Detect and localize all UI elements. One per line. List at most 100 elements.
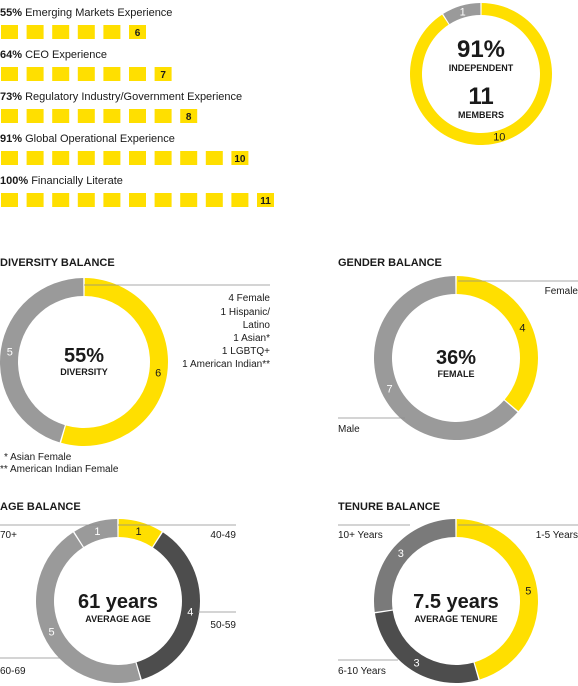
skill-square xyxy=(1,67,18,81)
diversity-legend-line: 4 Female xyxy=(228,293,270,304)
age-donut-slice-label: 4 xyxy=(187,606,193,618)
tenure-donut-slice-label: 3 xyxy=(398,548,404,560)
tenure-title: TENURE BALANCE xyxy=(338,501,440,513)
tenure-donut-slice xyxy=(374,610,479,683)
age-donut-slice-label: 5 xyxy=(49,626,55,638)
age-donut-slice-label: 1 xyxy=(136,526,142,538)
diversity-donut-slice xyxy=(61,278,168,446)
independence-donut-slice-label: 1 xyxy=(460,7,466,19)
gender-sub: FEMALE xyxy=(438,369,475,379)
skill-square xyxy=(77,193,95,207)
diversity-center: 55% xyxy=(64,345,104,367)
gender-title: GENDER BALANCE xyxy=(338,257,442,269)
skill-label: Global Operational Experience xyxy=(22,133,175,145)
skill-count: 10 xyxy=(234,154,246,165)
skill-square xyxy=(1,25,18,39)
skill-square xyxy=(129,25,146,39)
skill-square xyxy=(1,193,18,207)
age-donut-slice-label: 1 xyxy=(94,526,100,538)
skill-row-label: 100% Financially Literate xyxy=(0,175,123,187)
skill-square xyxy=(231,193,249,207)
diversity-legend: 4 Female 1 Hispanic/ Latino 1 Asian* 1 L… xyxy=(182,293,270,370)
diversity-footnote: ** American Indian Female xyxy=(0,464,119,475)
age-sub: AVERAGE AGE xyxy=(85,614,151,624)
skill-square xyxy=(129,67,146,81)
skill-count: 6 xyxy=(135,28,141,39)
age-donut-slice xyxy=(74,519,118,547)
skill-percent: 100% xyxy=(0,175,28,187)
skill-square xyxy=(1,151,18,165)
diversity-legend-line: 1 LGBTQ+ xyxy=(222,346,270,357)
diversity-donut-slice-label: 6 xyxy=(155,368,161,380)
skill-label: Financially Literate xyxy=(28,175,123,187)
skill-square xyxy=(26,25,44,39)
skill-square xyxy=(154,151,172,165)
gender-male-label: Male xyxy=(338,424,360,435)
independence-pct: 91% xyxy=(457,36,505,63)
skill-count: 7 xyxy=(160,70,166,81)
diversity-legend-line: 1 Hispanic/ xyxy=(221,307,271,318)
skill-square xyxy=(52,25,70,39)
diversity-legend-line: Latino xyxy=(243,320,271,331)
diversity-donut-slice-label: 5 xyxy=(7,346,13,358)
skill-square xyxy=(129,109,146,123)
skill-row-label: 73% Regulatory Industry/Government Exper… xyxy=(0,91,242,103)
skill-count: 11 xyxy=(260,196,271,207)
skill-square xyxy=(205,193,223,207)
age-donut-slice xyxy=(136,532,200,680)
tenure-range-label-1-5: 1-5 Years xyxy=(536,530,578,541)
skill-square xyxy=(77,151,95,165)
skill-square xyxy=(103,25,121,39)
independence-label: INDEPENDENT xyxy=(449,63,514,73)
skill-square xyxy=(129,193,146,207)
gender-donut-slice xyxy=(456,276,538,412)
skill-percent: 55% xyxy=(0,7,22,19)
gender-donut-slice-label: 7 xyxy=(387,383,393,395)
age-range-label-50-59: 50-59 xyxy=(210,620,236,631)
age-center: 61 years xyxy=(78,591,158,613)
members-label: MEMBERS xyxy=(458,110,504,120)
skill-square xyxy=(26,67,44,81)
skill-count: 8 xyxy=(186,112,192,123)
tenure-sub: AVERAGE TENURE xyxy=(414,614,497,624)
independence-donut-slice xyxy=(443,3,481,25)
skill-square xyxy=(103,151,121,165)
tenure-donut-slice xyxy=(374,519,456,612)
independence-donut-slice-label: 10 xyxy=(493,131,505,143)
skill-row-label: 64% CEO Experience xyxy=(0,49,107,61)
skill-square xyxy=(103,67,121,81)
gender-center: 36% xyxy=(436,347,476,369)
skill-square xyxy=(180,193,198,207)
skill-square xyxy=(77,67,95,81)
skill-square xyxy=(77,109,95,123)
chart-marks: 55% Emerging Markets Experience 6 64% CEO … xyxy=(0,3,578,683)
age-range-label-70plus: 70+ xyxy=(0,530,17,541)
skill-square xyxy=(154,67,172,81)
skill-square xyxy=(77,25,95,39)
skill-square xyxy=(52,109,70,123)
age-donut-slice xyxy=(36,532,141,683)
gender-donut-slice-label: 4 xyxy=(519,323,525,335)
diversity-legend-line: 1 Asian* xyxy=(233,333,270,344)
diversity-title: DIVERSITY BALANCE xyxy=(0,257,115,269)
tenure-center: 7.5 years xyxy=(413,591,499,613)
tenure-range-label-6-10: 6-10 Years xyxy=(338,666,386,677)
skill-square xyxy=(26,151,44,165)
skill-square xyxy=(129,151,146,165)
age-title: AGE BALANCE xyxy=(0,501,81,513)
diversity-footnote: * Asian Female xyxy=(4,452,72,463)
skill-square xyxy=(26,193,44,207)
skill-label: CEO Experience xyxy=(22,49,107,61)
skill-row-label: 91% Global Operational Experience xyxy=(0,133,175,145)
skill-square xyxy=(231,151,249,165)
skill-percent: 91% xyxy=(0,133,22,145)
skill-square xyxy=(103,193,121,207)
skill-square xyxy=(26,109,44,123)
independence-donut-slice xyxy=(410,3,552,146)
skill-square xyxy=(52,67,70,81)
skill-square xyxy=(257,193,274,207)
tenure-donut-slice-label: 5 xyxy=(525,586,531,598)
members-count: 11 xyxy=(468,83,493,110)
skill-percent: 64% xyxy=(0,49,22,61)
